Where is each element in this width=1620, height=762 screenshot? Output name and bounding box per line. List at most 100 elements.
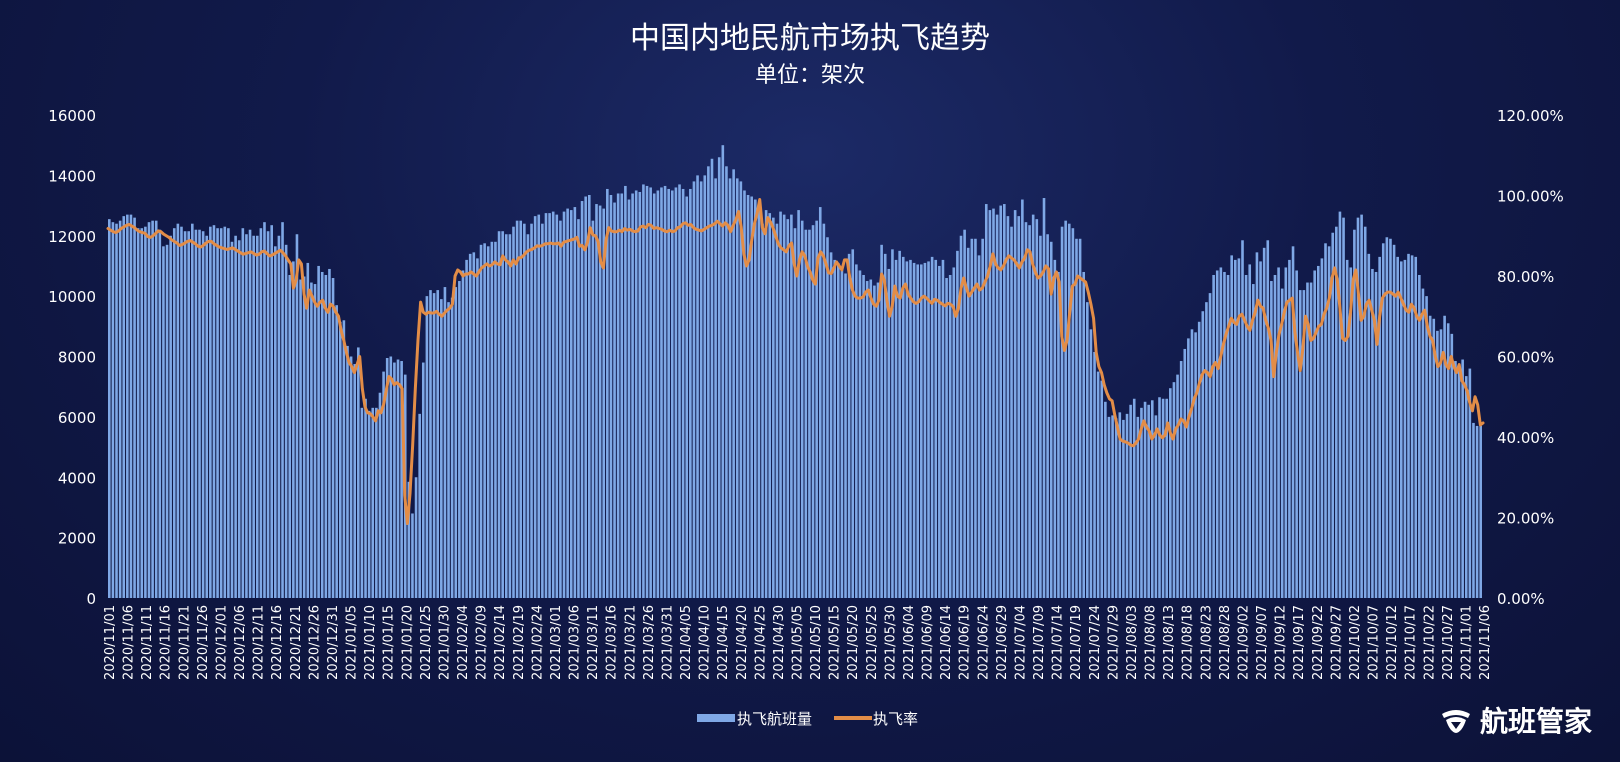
legend-bar-swatch [697,714,735,722]
bar [331,278,335,598]
x-tick-label: 2020/12/11 [252,605,267,680]
x-tick-label: 2021/04/10 [698,605,713,680]
bar [638,191,642,599]
left-tick-label: 10000 [48,288,96,306]
bar [1035,219,1039,598]
bar [912,262,916,598]
bar [176,223,180,598]
x-tick-label: 2021/09/22 [1311,605,1326,680]
x-tick-label: 2021/06/29 [995,605,1010,680]
bar [335,305,338,598]
bar [1399,261,1403,598]
bar [447,302,450,598]
bar [685,196,689,598]
bar [389,356,393,598]
bar [353,364,357,598]
bar [338,321,342,598]
bar [551,211,555,598]
left-tick-label: 0 [86,590,96,608]
bar [111,222,115,599]
bar [1042,198,1046,598]
bar [1114,418,1118,598]
bar [472,252,476,598]
bar [1468,368,1472,598]
bar [616,193,620,599]
bar [811,225,815,598]
x-tick-label: 2021/08/13 [1162,605,1177,680]
x-tick-label: 2021/02/04 [456,605,471,680]
bar [1432,318,1436,598]
bar [970,238,974,598]
bar [1428,315,1432,598]
bar [837,262,840,598]
bar [288,274,292,598]
bar [187,231,190,598]
bar [172,228,176,598]
bar [1049,241,1053,599]
bar [544,213,548,599]
left-axis: 0 2000 4000 6000 8000 10000 12000 14000 16000 [48,107,96,608]
bar [1082,271,1086,598]
bar [786,219,790,598]
bar [1010,226,1013,598]
bar [1353,229,1356,598]
bar [523,223,526,598]
bar [1425,296,1428,599]
bar [324,274,328,598]
bar [1241,240,1244,598]
bar [1158,397,1161,598]
bar [483,243,486,599]
bar [1201,311,1205,598]
bar [515,220,519,598]
bar [768,213,772,599]
bar [1349,267,1353,598]
bar [407,481,411,598]
bar [1154,415,1158,598]
bar [1273,274,1277,598]
bar [1078,238,1082,598]
bar [183,231,187,598]
bar [894,259,898,598]
bar [1006,216,1010,598]
bar [1259,261,1262,598]
bar [1039,235,1042,598]
bar [541,223,544,598]
bar [833,259,836,598]
bar [1407,253,1410,599]
bar [461,270,465,598]
bar [440,299,443,598]
bar [869,279,873,598]
bar [1071,228,1075,598]
x-tick-label: 2021/09/02 [1236,605,1251,680]
bar [909,259,912,598]
bar [1266,240,1270,598]
bar [1140,407,1143,598]
bar [1385,237,1389,598]
bar [829,252,833,598]
bar [584,196,587,598]
bar [1021,199,1024,598]
bar [1169,388,1172,598]
bar [1360,214,1363,598]
x-tick-label: 2021/05/10 [809,605,824,680]
bar [468,253,472,599]
bar [851,249,855,598]
x-tick-label: 2021/07/09 [1032,605,1047,680]
bar [793,228,797,598]
left-tick-label: 2000 [58,530,96,548]
bar [642,184,645,598]
x-tick-label: 2021/08/08 [1144,605,1159,680]
bar [714,178,717,598]
bar [934,259,938,598]
bar [1028,225,1031,598]
bar [743,190,746,598]
bar [1331,232,1335,599]
bar [227,228,230,598]
x-tick-label: 2021/10/02 [1348,605,1363,680]
bar [1295,270,1298,598]
bar [988,210,992,598]
bar [454,287,458,598]
bar [1183,348,1187,598]
bar [328,268,331,598]
x-axis: 2020/11/01 2020/11/06 2020/11/11 2020/11/16… [103,605,1493,680]
